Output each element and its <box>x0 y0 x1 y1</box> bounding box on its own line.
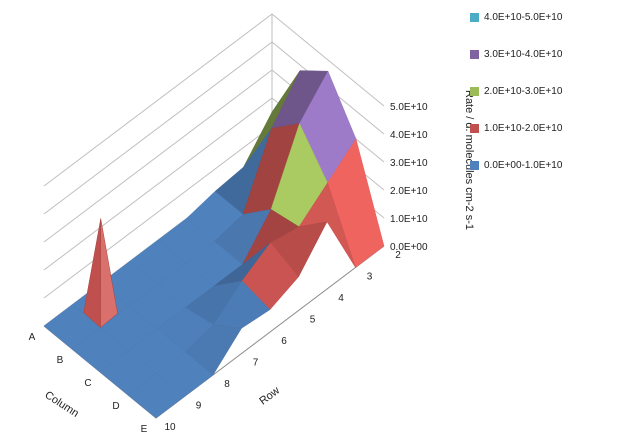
surface-plot <box>43 70 385 419</box>
spike-face <box>83 218 101 329</box>
legend-item: 0.0E+00-1.0E+10 <box>470 158 562 172</box>
legend-swatch <box>470 123 479 133</box>
legend-swatch <box>470 49 479 59</box>
z-tick-label: 1.0E+10 <box>390 214 428 225</box>
legend-item: 4.0E+10-5.0E+10 <box>470 10 562 24</box>
surface-cell <box>127 373 185 419</box>
row-tick-label: 3 <box>367 272 373 283</box>
legend-item: 1.0E+10-2.0E+10 <box>470 121 562 135</box>
legend-label: 4.0E+10-5.0E+10 <box>484 11 563 23</box>
row-tick-label: 9 <box>196 401 202 412</box>
row-tick-label: 6 <box>281 336 287 347</box>
legend-label: 1.0E+10-2.0E+10 <box>484 122 563 134</box>
row-tick-label: 5 <box>310 315 316 326</box>
legend-label: 0.0E+00-1.0E+10 <box>484 159 563 171</box>
row-axis-title: Row <box>257 385 282 408</box>
row-tick-label: 2 <box>395 250 401 261</box>
row-tick-label: 4 <box>338 293 344 304</box>
z-tick-label: 0.0E+00 <box>390 242 428 253</box>
column-tick-label: B <box>57 355 64 366</box>
legend-label: 3.0E+10-4.0E+10 <box>484 48 563 60</box>
spike-face <box>100 218 118 329</box>
row-tick-label: 10 <box>164 422 176 433</box>
z-tick-label: 3.0E+10 <box>390 158 428 169</box>
legend-item: 3.0E+10-4.0E+10 <box>470 47 562 61</box>
z-tick-label: 5.0E+10 <box>390 102 428 113</box>
legend-swatch <box>470 160 479 170</box>
row-tick-label: 7 <box>253 358 259 369</box>
z-tick-label: 2.0E+10 <box>390 186 428 197</box>
column-axis-title: Column <box>42 389 80 420</box>
column-tick-label: A <box>29 332 36 343</box>
z-tick-label: 4.0E+10 <box>390 130 428 141</box>
column-tick-label: D <box>112 401 119 412</box>
legend-label: 2.0E+10-3.0E+10 <box>484 85 563 97</box>
legend-swatch <box>470 86 479 96</box>
legend-swatch <box>470 12 479 22</box>
legend-item: 2.0E+10-3.0E+10 <box>470 84 562 98</box>
column-tick-label: E <box>141 424 148 435</box>
row-tick-label: 8 <box>224 379 230 390</box>
column-tick-label: C <box>84 378 91 389</box>
